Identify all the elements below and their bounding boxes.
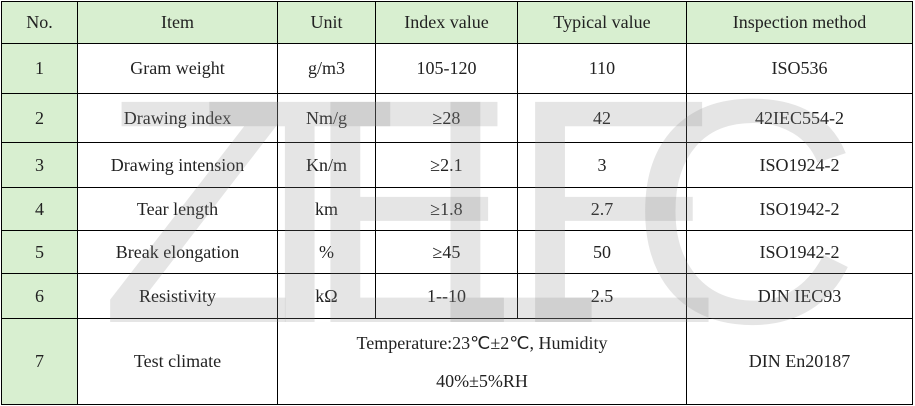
table-row: 2 Drawing index Nm/g ≥28 42 42IEC554-2 <box>1 93 913 143</box>
table-row: 3 Drawing intension Kn/m ≥2.1 3 ISO1924-2 <box>1 142 913 188</box>
table-cell: Test climate <box>77 318 278 405</box>
table-row: 1 Gram weight g/m3 105-120 110 ISO536 <box>1 43 913 94</box>
table-cell: Break elongation <box>77 230 278 274</box>
table-row: 6 Resistivity kΩ 1--10 2.5 DIN IEC93 <box>1 273 913 319</box>
table-cell: 42 <box>517 93 687 143</box>
table-cell: Tear length <box>77 187 278 231</box>
table-cell: ISO1942-2 <box>686 187 913 231</box>
table-cell: 2.7 <box>517 187 687 231</box>
header-cell: Index value <box>375 1 518 44</box>
table-cell: ≥45 <box>375 230 518 274</box>
table-cell: 1--10 <box>375 273 518 319</box>
table-cell: Drawing intension <box>77 142 278 188</box>
table-cell: 42IEC554-2 <box>686 93 913 143</box>
cell-line: 40%±5%RH <box>436 370 528 391</box>
table-cell: g/m3 <box>277 43 376 94</box>
table-cell: ≥1.8 <box>375 187 518 231</box>
header-cell: Item <box>77 1 278 44</box>
table-cell: 2 <box>1 93 78 143</box>
table-cell: km <box>277 187 376 231</box>
table-row: 5 Break elongation% ≥45 50 ISO1942-2 <box>1 230 913 274</box>
header-cell: Inspection method <box>686 1 913 44</box>
table-cell: 50 <box>517 230 687 274</box>
table-cell: 110 <box>517 43 687 94</box>
table-cell: Drawing index <box>77 93 278 143</box>
table-cell: Resistivity <box>77 273 278 319</box>
table-cell: 7 <box>1 318 78 405</box>
table-cell: ≥28 <box>375 93 518 143</box>
table-row: 4 Tear length km ≥1.8 2.7 ISO1942-2 <box>1 187 913 231</box>
table-row: 7 Test climate Temperature:23℃±2℃, Humidit… <box>1 318 913 405</box>
header-cell: No. <box>1 1 78 44</box>
header-row: No. Item Unit Index value Typical value Inspe… <box>1 1 913 44</box>
table-cell: ISO1942-2 <box>686 230 913 274</box>
table-cell: 5 <box>1 230 78 274</box>
table-cell: Kn/m <box>277 142 376 188</box>
table-cell: DIN En20187 <box>686 318 913 405</box>
table-cell: Temperature:23℃±2℃, Humidity 40%±5%RH <box>277 318 687 405</box>
table-cell: ≥2.1 <box>375 142 518 188</box>
table-cell: 3 <box>517 142 687 188</box>
table-cell: 105-120 <box>375 43 518 94</box>
header-cell: Typical value <box>517 1 687 44</box>
table-cell: 6 <box>1 273 78 319</box>
table-cell: % <box>277 230 376 274</box>
table-cell: kΩ <box>277 273 376 319</box>
table-cell: ISO536 <box>686 43 913 94</box>
table-cell: 4 <box>1 187 78 231</box>
table-cell: Nm/g <box>277 93 376 143</box>
cell-line: Temperature:23℃±2℃, Humidity <box>356 332 608 353</box>
table-cell: 1 <box>1 43 78 94</box>
table-cell: DIN IEC93 <box>686 273 913 319</box>
header-cell: Unit <box>277 1 376 44</box>
table-cell: 2.5 <box>517 273 687 319</box>
table-cell: Gram weight <box>77 43 278 94</box>
table-cell: 3 <box>1 142 78 188</box>
table-cell: ISO1924-2 <box>686 142 913 188</box>
